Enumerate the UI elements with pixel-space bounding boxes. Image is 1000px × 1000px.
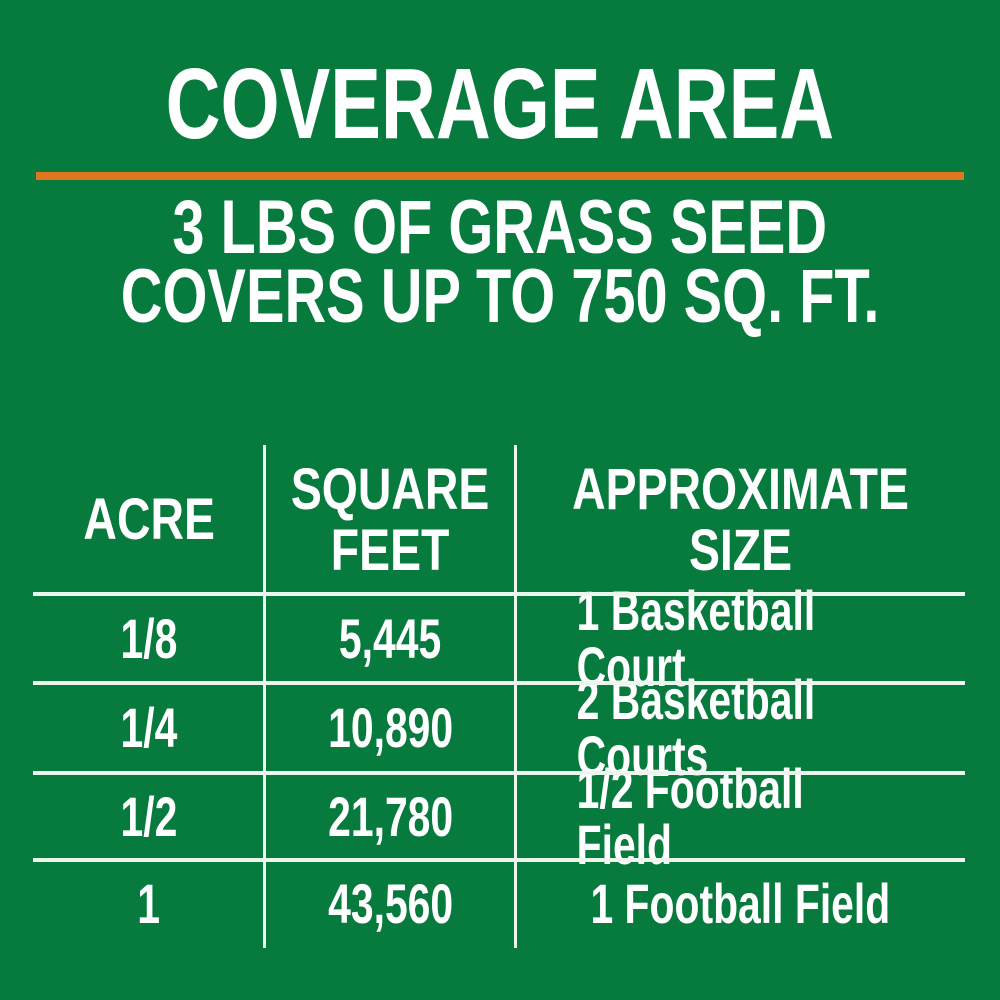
subtitle-line-2: COVERS UP TO 750 SQ. FT. (120, 254, 880, 339)
table-row-4-square-feet: 43,560 (265, 860, 516, 948)
table-row-3-square-feet: 21,780 (265, 773, 516, 860)
cell-value: 1 Football Field (590, 872, 891, 935)
column-header-square-feet-label: SQUARE FEET (291, 456, 490, 583)
cell-value: 1 (137, 872, 161, 935)
table-row-3-acre: 1/2 (33, 773, 265, 860)
cell-value: 1/4 (120, 696, 178, 759)
table-row-4-approximate-size: 1 Football Field (516, 860, 965, 948)
cell-value: 5,445 (339, 606, 442, 670)
column-header-square-feet: SQUARE FEET (265, 445, 516, 594)
table-row-2-acre: 1/4 (33, 683, 265, 773)
subtitle: 3 LBS OF GRASS SEED COVERS UP TO 750 SQ.… (0, 185, 1000, 339)
table-row-1-square-feet: 5,445 (265, 594, 516, 683)
table-column-divider-2 (514, 445, 517, 948)
table-row-1-approximate-size: 1 Basketball Court (516, 582, 965, 694)
cell-value: 1/2 Football Field (576, 756, 804, 876)
table-row-2-square-feet: 10,890 (265, 683, 516, 773)
orange-divider-line (36, 172, 964, 180)
column-header-acre-label: ACRE (83, 487, 215, 552)
table-row-3-approximate-size: 1/2 Football Field (516, 760, 965, 872)
title-row: COVERAGE AREA (0, 53, 1000, 155)
subtitle-line-1: 3 LBS OF GRASS SEED (172, 185, 828, 270)
page-title: COVERAGE AREA (165, 48, 835, 160)
column-header-approximate-size-label: APPROXIMATE SIZE (572, 456, 909, 583)
coverage-table: ACRE SQUARE FEET APPROXIMATE SIZE 1/8 5,… (33, 445, 965, 948)
table-row-4-acre: 1 (33, 860, 265, 948)
table-row-divider-3 (33, 858, 965, 862)
column-header-approximate-size: APPROXIMATE SIZE (516, 445, 965, 594)
cell-value: 43,560 (327, 872, 454, 935)
table-row-1-acre: 1/8 (33, 594, 265, 683)
table-row-divider-1 (33, 681, 965, 685)
cell-value: 1/2 (120, 784, 178, 848)
table-row-divider-2 (33, 771, 965, 775)
cell-value: 1/8 (120, 606, 178, 670)
cell-value: 21,780 (327, 784, 454, 848)
table-column-divider-1 (263, 445, 266, 948)
column-header-acre: ACRE (33, 445, 265, 594)
table-row-divider-header (33, 592, 965, 596)
cell-value: 10,890 (327, 696, 454, 759)
cell-value: 1 Basketball Court (576, 578, 816, 698)
